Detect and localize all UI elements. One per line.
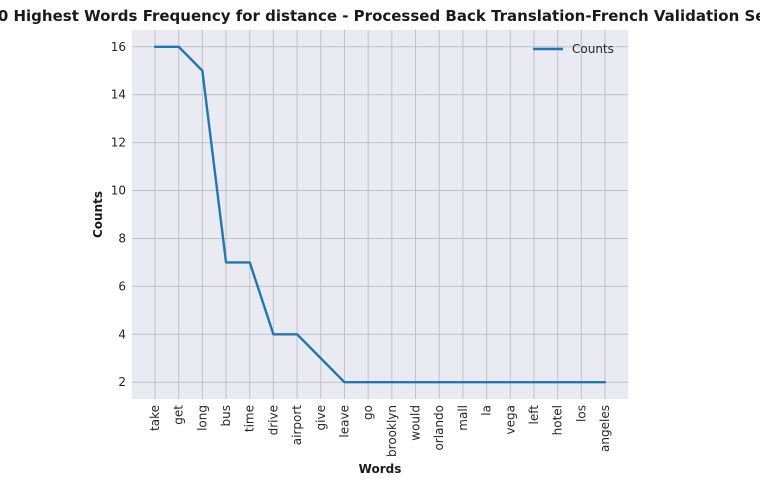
x-tick-label: brooklyn [385,405,399,457]
y-tick-label: 2 [118,375,126,389]
legend-label: Counts [572,42,614,56]
y-tick-label: 4 [118,327,126,341]
legend: Counts [533,42,614,56]
x-tick-label: airport [290,405,304,446]
x-tick-label: la [480,405,494,416]
x-tick-label: bus [219,405,233,426]
x-tick-label: long [195,405,209,431]
y-tick-label: 6 [118,279,126,293]
plot-area [132,30,628,399]
x-tick-label: hotel [551,405,565,435]
y-tick-labels: 2 4 6 8 10 12 14 16 [111,40,126,389]
x-tick-label: angeles [598,405,612,452]
x-tick-label: give [314,405,328,430]
y-tick-label: 10 [111,184,126,198]
x-tick-label: would [409,405,423,441]
x-tick-label: los [574,405,588,422]
y-tick-label: 14 [111,88,126,102]
x-tick-label: vega [503,405,517,434]
y-tick-label: 16 [111,40,126,54]
x-tick-labels: take get long bus time drive airport give leave g… [148,405,612,457]
x-gridlines [154,30,606,399]
series-layer [153,45,607,384]
x-tick-label: orlando [432,405,446,451]
y-axis-label: Counts [91,191,105,238]
x-tick-label: left [527,405,541,425]
y-tick-label: 12 [111,136,126,150]
x-tick-label: mall [456,405,470,431]
x-tick-label: drive [266,405,280,435]
x-tick-label: leave [337,405,351,438]
x-tick-label: take [148,405,162,431]
x-axis-label: Words [359,462,402,476]
x-tick-label: get [172,405,186,425]
chart-title: 20 Highest Words Frequency for distance … [0,7,760,25]
y-gridlines [132,46,628,383]
y-tick-label: 8 [118,231,126,245]
x-tick-label: time [243,405,257,432]
series-line-counts [153,45,607,384]
x-tick-label: go [361,405,375,420]
